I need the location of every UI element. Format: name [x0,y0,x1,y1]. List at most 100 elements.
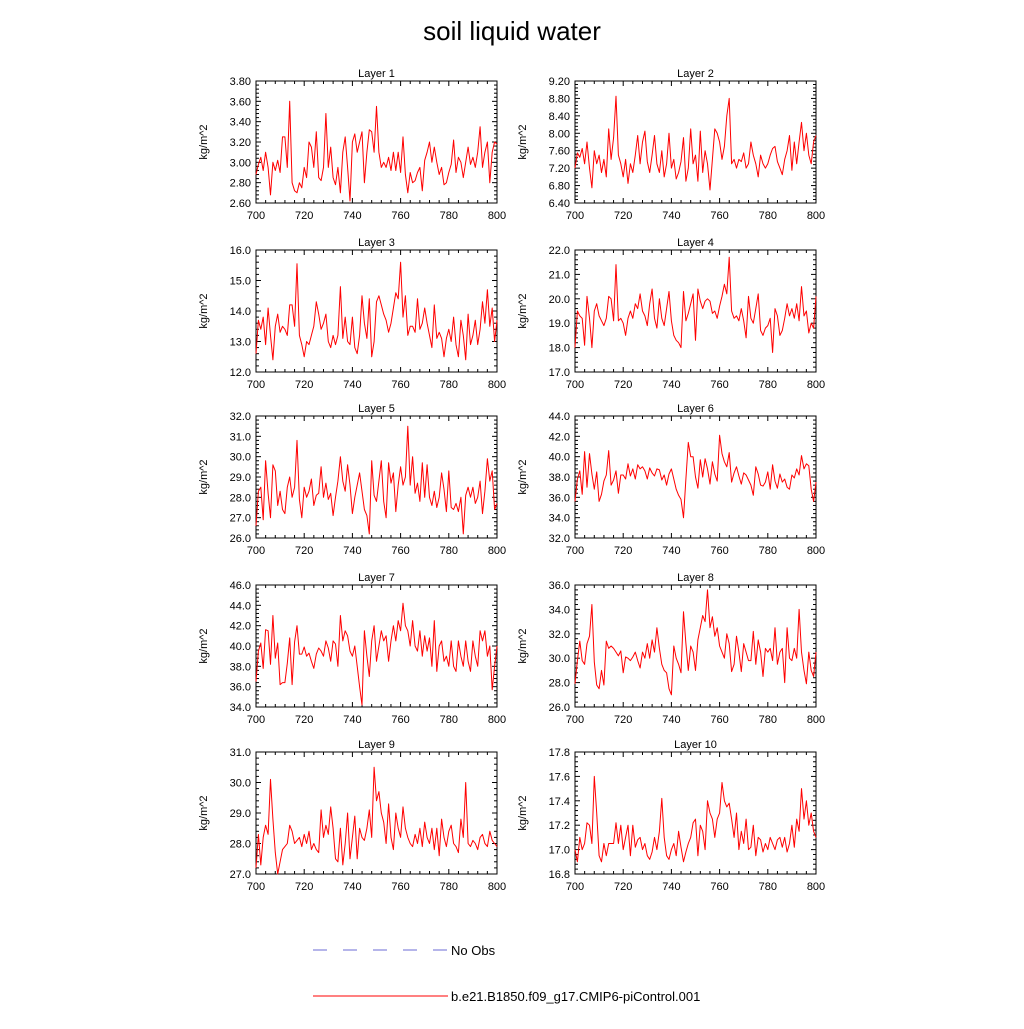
x-tick-label: 780 [759,714,777,726]
y-tick-label: 17.0 [549,367,570,379]
legend-label-model: b.e21.B1850.f09_g17.CMIP6-piControl.001 [451,989,700,1004]
panel-title: Layer 5 [358,403,395,415]
y-tick-label: 3.00 [230,157,251,169]
y-tick-label: 21.0 [549,269,570,281]
plot-frame [574,584,817,708]
series-line-layer-8 [574,589,817,696]
x-tick-label: 720 [295,881,313,893]
y-axis-label: kg/m^2 [198,293,210,328]
x-tick-label: 760 [710,210,728,222]
x-tick-label: 700 [247,379,265,391]
x-tick-label: 740 [343,379,361,391]
x-tick-label: 800 [488,379,506,391]
x-tick-label: 700 [566,881,584,893]
panel-grid: Layer 1 kg/m^2 700 720 740 760 780 800 2.60 2.80 3… [198,68,825,893]
panel-layer-4: Layer 4 kg/m^2 700 720 740 760 780 800 17.0 18.0 1… [517,237,825,391]
x-tick-label: 780 [759,545,777,557]
y-tick-label: 44.0 [230,600,251,612]
y-tick-label: 44.0 [549,411,570,423]
y-tick-label: 6.40 [549,198,570,210]
y-tick-label: 30.0 [230,452,251,464]
x-tick-label: 760 [391,210,409,222]
series-line-layer-9 [255,766,498,875]
x-tick-label: 720 [295,210,313,222]
y-tick-label: 6.80 [549,181,570,193]
y-tick-label: 31.0 [230,431,251,443]
x-tick-label: 740 [662,881,680,893]
x-tick-label: 780 [759,881,777,893]
y-axis-label: kg/m^2 [517,628,529,663]
y-tick-label: 32.0 [549,629,570,641]
series-line-layer-7 [255,602,498,706]
plot-frame [255,751,498,875]
panel-layer-9: Layer 9 kg/m^2 700 720 740 760 780 800 27.0 28.0 2… [198,739,506,893]
y-tick-label: 20.0 [549,294,570,306]
x-tick-label: 720 [614,881,632,893]
y-tick-label: 17.4 [549,796,570,808]
x-tick-label: 720 [614,545,632,557]
x-tick-label: 780 [440,714,458,726]
legend: No Obs b.e21.B1850.f09_g17.CMIP6-piContr… [313,943,700,1004]
x-tick-label: 780 [759,379,777,391]
plot-frame [574,249,817,373]
x-tick-label: 760 [391,545,409,557]
panel-title: Layer 3 [358,237,395,249]
x-tick-label: 780 [440,379,458,391]
y-tick-label: 8.00 [549,128,570,140]
panel-title: Layer 6 [677,403,714,415]
x-tick-label: 800 [807,379,825,391]
y-axis-label: kg/m^2 [198,124,210,159]
y-tick-label: 17.2 [549,820,570,832]
series-line-layer-2 [574,95,817,191]
y-tick-label: 9.20 [549,76,570,88]
panel-layer-3: Layer 3 kg/m^2 700 720 740 760 780 800 12.0 13.0 1… [198,237,506,391]
y-tick-label: 38.0 [549,472,570,484]
y-tick-label: 36.0 [230,682,251,694]
y-tick-label: 28.0 [549,678,570,690]
y-tick-label: 17.8 [549,747,570,759]
x-tick-label: 780 [440,545,458,557]
y-tick-label: 34.0 [549,604,570,616]
x-tick-label: 700 [566,379,584,391]
y-tick-label: 26.0 [549,702,570,714]
y-tick-label: 3.60 [230,96,251,108]
y-tick-label: 40.0 [549,452,570,464]
x-tick-label: 760 [391,379,409,391]
y-tick-label: 16.8 [549,869,570,881]
y-tick-label: 13.0 [230,337,251,349]
series-line-layer-4 [574,256,817,353]
y-axis-label: kg/m^2 [517,459,529,494]
x-tick-label: 740 [662,210,680,222]
y-axis-label: kg/m^2 [198,795,210,830]
series-line-layer-10 [574,775,817,863]
y-tick-label: 38.0 [230,661,251,673]
panel-title: Layer 1 [358,68,395,80]
x-tick-label: 740 [343,881,361,893]
y-tick-label: 34.0 [230,702,251,714]
y-tick-label: 46.0 [230,580,251,592]
x-tick-label: 780 [440,881,458,893]
y-tick-label: 27.0 [230,869,251,881]
y-tick-label: 2.80 [230,178,251,190]
y-tick-label: 42.0 [230,621,251,633]
x-tick-label: 740 [662,379,680,391]
x-tick-label: 740 [343,545,361,557]
y-tick-label: 28.0 [230,839,251,851]
y-tick-label: 22.0 [549,245,570,257]
x-tick-label: 740 [343,714,361,726]
y-tick-label: 15.0 [230,276,251,288]
x-tick-label: 700 [247,545,265,557]
x-tick-label: 700 [566,210,584,222]
x-tick-label: 700 [247,210,265,222]
y-axis-label: kg/m^2 [198,459,210,494]
panel-layer-10: Layer 10 kg/m^2 700 720 740 760 780 800 16.8 17.0… [517,739,825,893]
x-tick-label: 720 [295,379,313,391]
y-tick-label: 8.40 [549,111,570,123]
x-tick-label: 720 [295,545,313,557]
y-tick-label: 17.6 [549,771,570,783]
x-tick-label: 760 [391,714,409,726]
y-tick-label: 26.0 [230,533,251,545]
panel-title: Layer 4 [677,237,714,249]
series-line-layer-6 [574,434,817,519]
